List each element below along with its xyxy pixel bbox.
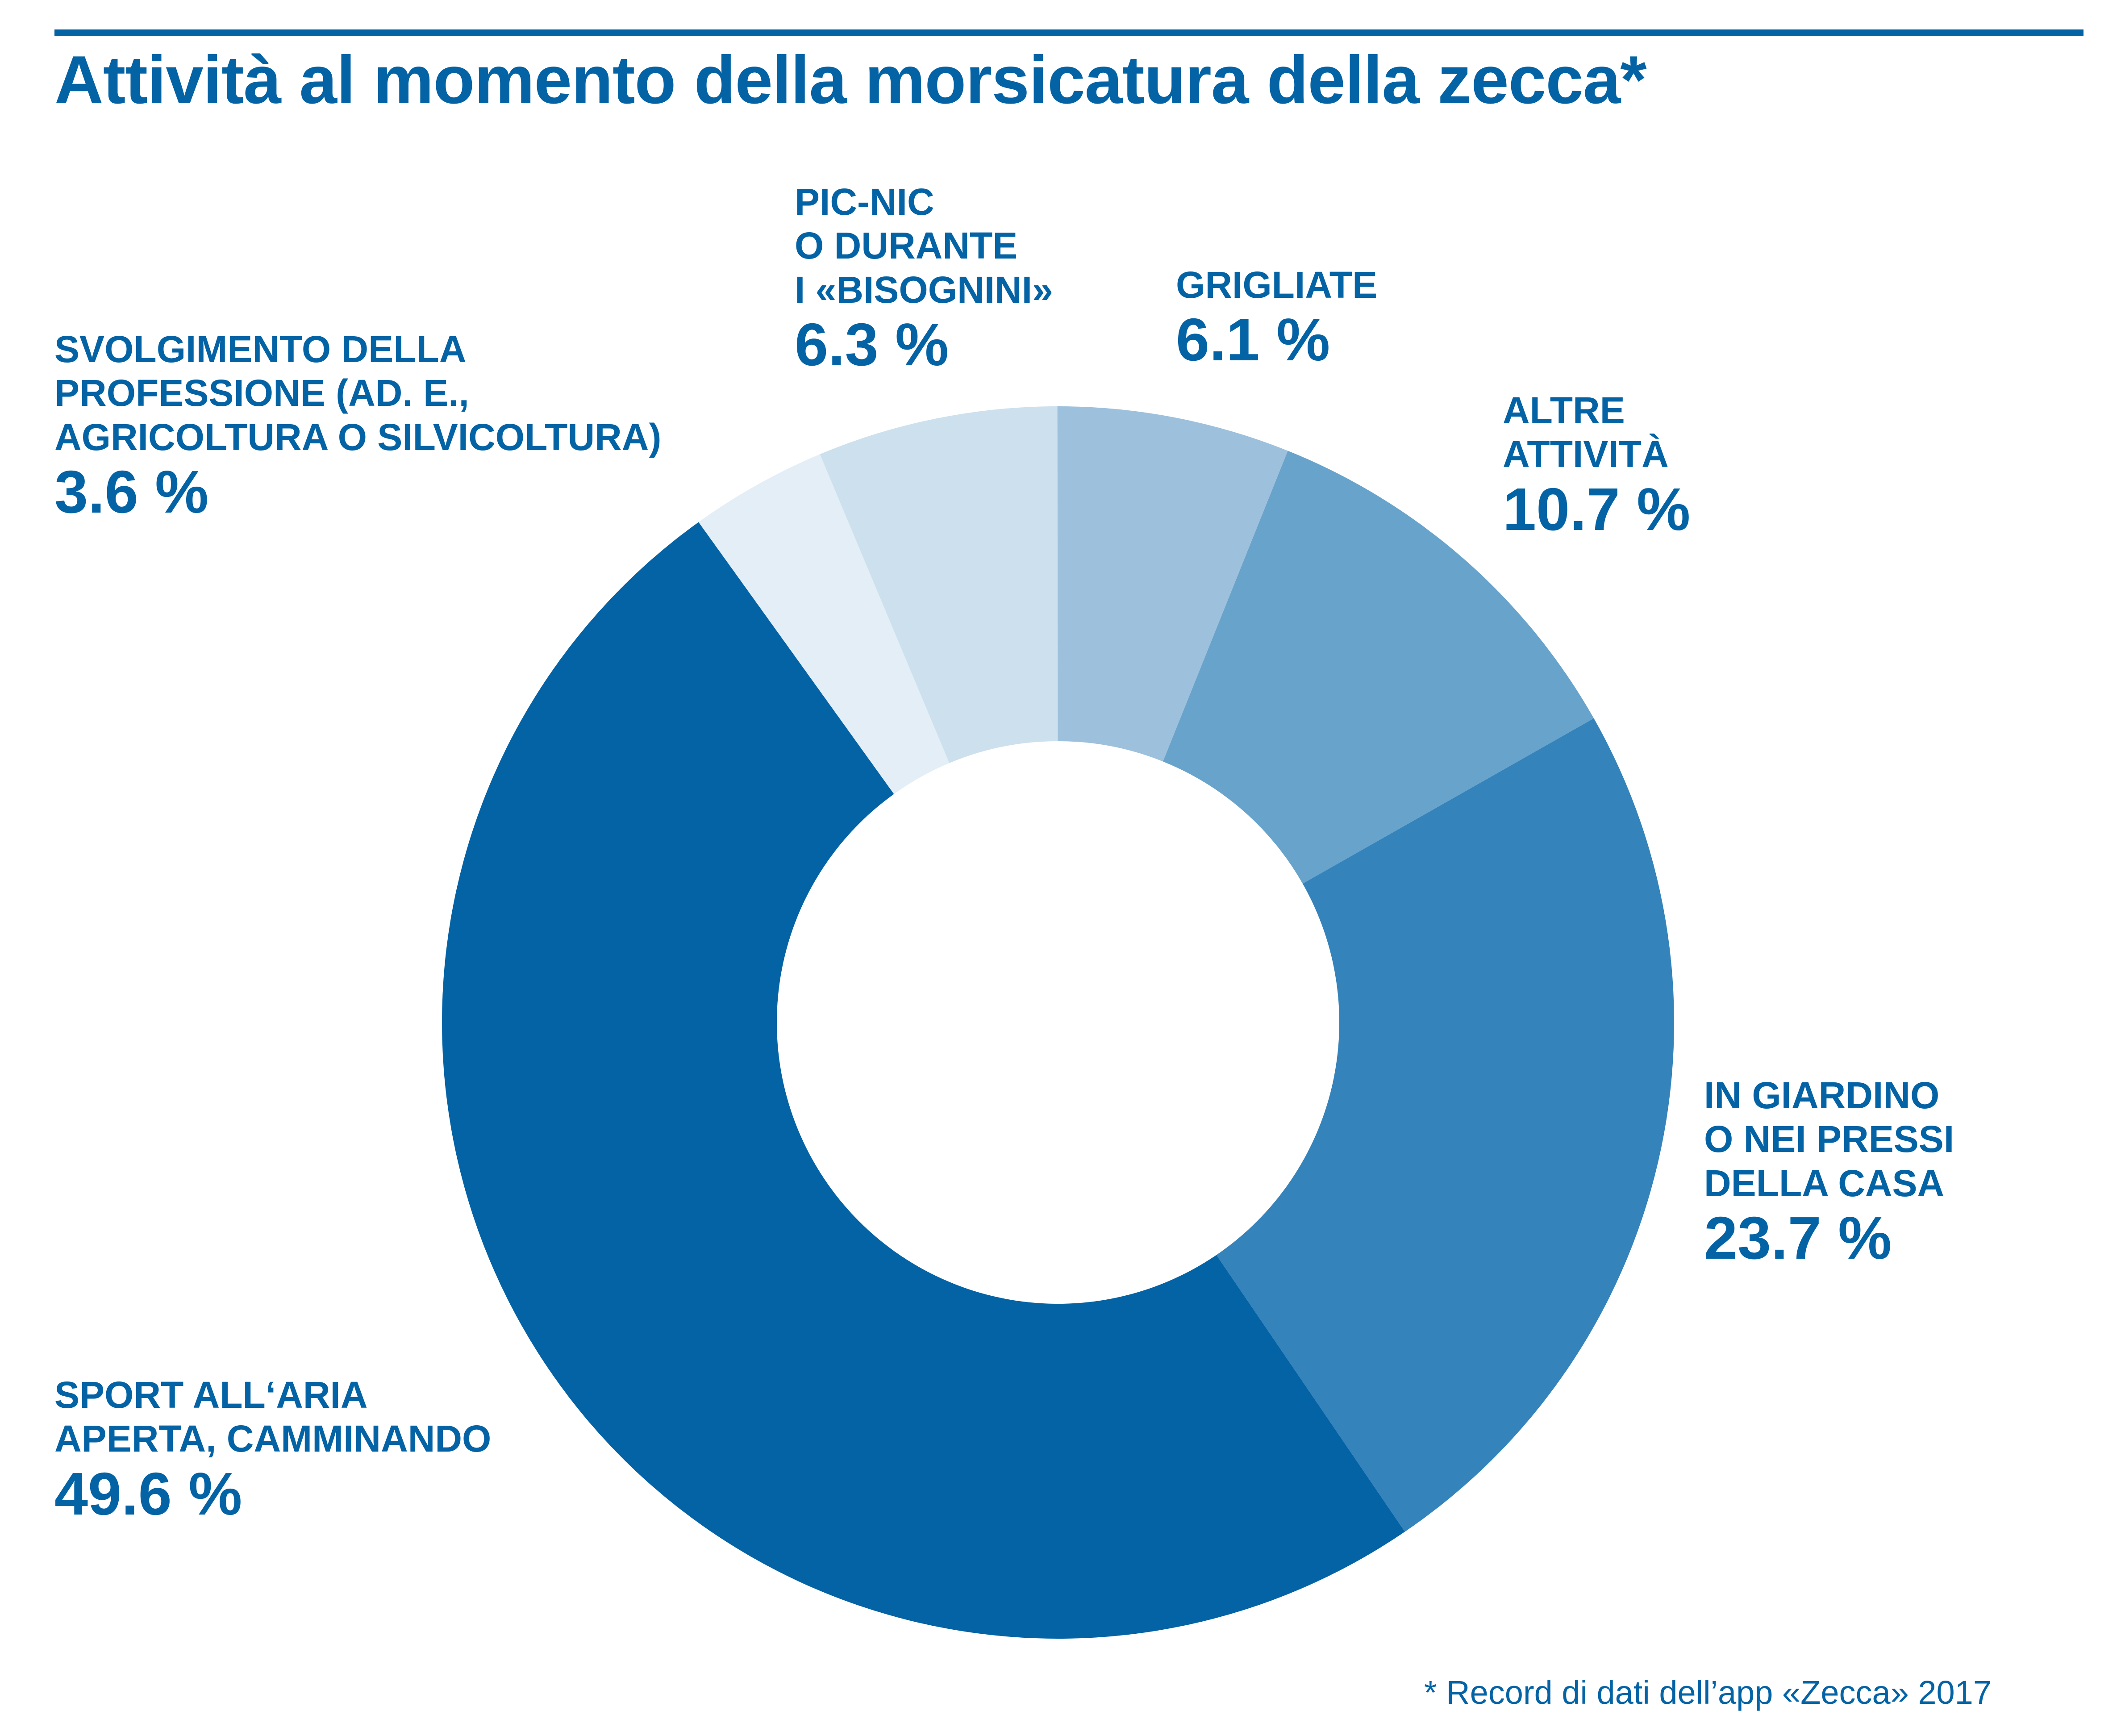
label-value: 3.6 %	[54, 458, 209, 526]
label-value: 49.6 %	[54, 1460, 242, 1527]
slice-giardino	[1216, 718, 1675, 1532]
chart-title: Attività al momento della morsicatura de…	[54, 42, 1646, 118]
label-value: 10.7 %	[1503, 475, 1691, 543]
label-professione: SVOLGIMENTO DELLA PROFESSIONE (AD. E., A…	[54, 327, 661, 525]
label-name: IN GIARDINO O NEI PRESSI DELLA CASA	[1704, 1074, 1954, 1204]
label-sport: SPORT ALL‘ARIA APERTA, CAMMINANDO 49.6 %	[54, 1373, 491, 1527]
source-footnote: * Record di dati dell’app «Zecca» 2017	[1424, 1674, 1992, 1711]
slice-sport	[442, 522, 1405, 1639]
slice-grigliate	[1057, 406, 1288, 762]
label-value: 6.3 %	[795, 310, 949, 378]
label-grigliate: GRIGLIATE 6.1 %	[1176, 263, 1377, 373]
label-name: SVOLGIMENTO DELLA PROFESSIONE (AD. E., A…	[54, 328, 662, 458]
slice-professione	[698, 454, 950, 794]
label-name: ALTRE ATTIVITÀ	[1503, 389, 1669, 476]
slice-picnic	[820, 406, 1058, 763]
label-name: GRIGLIATE	[1176, 264, 1378, 306]
label-picnic: PIC-NIC O DURANTE I «BISOGNINI» 6.3 %	[795, 180, 1053, 378]
slice-altre-attivita	[1163, 451, 1594, 884]
label-giardino: IN GIARDINO O NEI PRESSI DELLA CASA 23.7…	[1704, 1073, 1954, 1271]
label-altre-attivita: ALTRE ATTIVITÀ 10.7 %	[1503, 388, 1690, 542]
label-value: 6.1 %	[1176, 306, 1330, 374]
label-value: 23.7 %	[1704, 1204, 1892, 1272]
label-name: SPORT ALL‘ARIA APERTA, CAMMINANDO	[54, 1374, 492, 1460]
label-name: PIC-NIC O DURANTE I «BISOGNINI»	[795, 181, 1053, 311]
top-rule	[54, 29, 2083, 36]
